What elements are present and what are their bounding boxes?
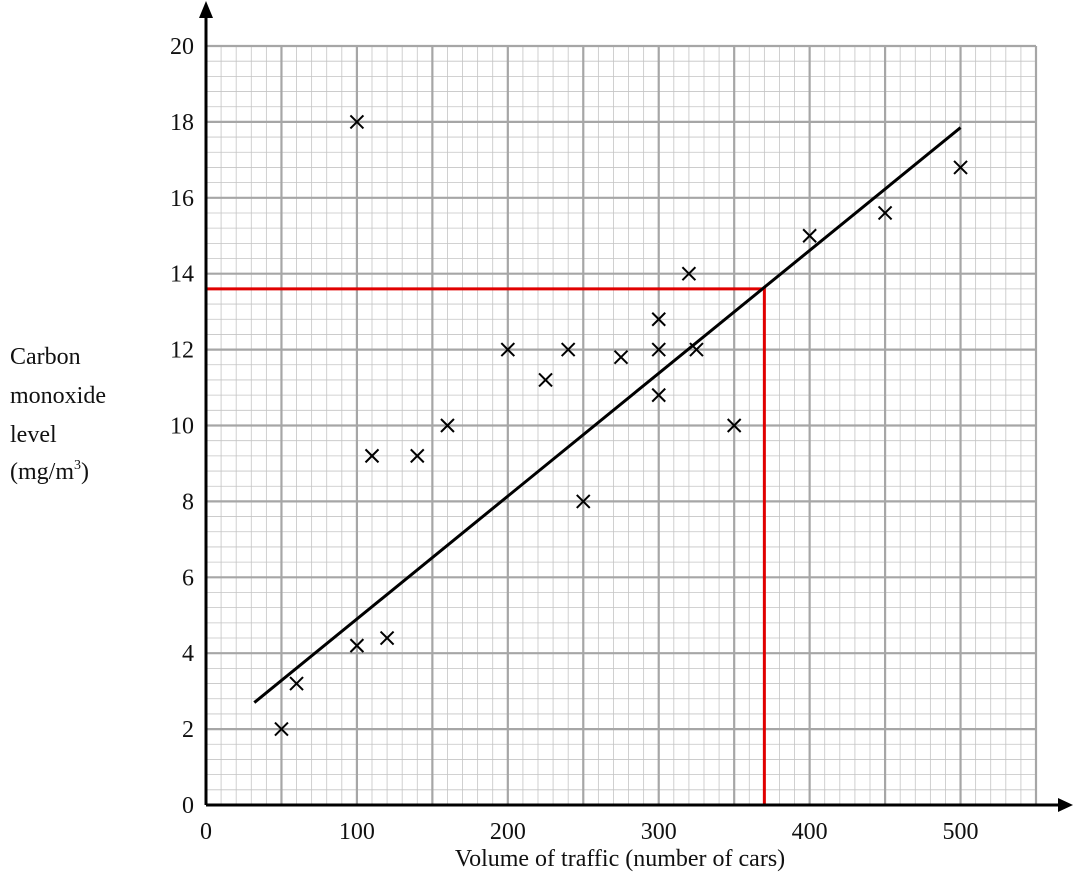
y-axis-unit-sup: 3 (74, 458, 81, 473)
x-axis-arrow-icon (1058, 798, 1073, 812)
data-point-stroke (560, 342, 576, 357)
y-tick-label: 4 (182, 641, 194, 667)
data-point (349, 114, 365, 130)
data-point (349, 638, 365, 653)
data-point-stroke (538, 372, 553, 388)
data-point-stroke (689, 342, 704, 357)
data-point (613, 349, 629, 365)
y-axis-title-line-2: monoxide (10, 383, 106, 409)
data-point (726, 418, 742, 433)
x-tick-label: 500 (943, 819, 979, 845)
data-point-stroke (651, 312, 666, 327)
data-points (274, 114, 968, 737)
x-tick-label: 200 (490, 819, 526, 845)
data-point-stroke (576, 494, 591, 509)
data-point (440, 418, 455, 433)
y-axis-title-line-1: Carbon (10, 344, 81, 370)
data-point (953, 160, 968, 175)
data-point-stroke (681, 266, 697, 281)
y-tick-label: 10 (170, 414, 194, 440)
y-tick-label: 16 (170, 186, 194, 212)
x-tick-label: 100 (339, 819, 375, 845)
best-fit-line-path (253, 126, 962, 704)
data-point-stroke (440, 418, 455, 433)
data-point-stroke (726, 418, 742, 433)
data-point (576, 494, 591, 509)
y-tick-label: 6 (182, 565, 194, 591)
grid-major-lines (204, 44, 1038, 807)
data-point (538, 372, 553, 388)
data-point (289, 676, 304, 691)
data-point (802, 228, 817, 243)
data-point-stroke (613, 349, 629, 365)
y-axis-unit-base: (mg/m (10, 459, 74, 485)
y-axis-unit-close: ) (81, 459, 89, 485)
data-point (500, 342, 516, 357)
y-tick-label: 8 (182, 489, 194, 515)
axes (199, 1, 1073, 812)
data-point-stroke (379, 630, 395, 646)
data-point (364, 448, 380, 464)
y-tick-label: 14 (170, 262, 194, 288)
y-tick-label: 0 (182, 793, 194, 819)
data-point (410, 448, 425, 464)
y-axis-title-line-4: (mg/m3) (10, 458, 89, 485)
data-point (379, 630, 395, 646)
x-axis-title: Volume of traffic (number of cars) (455, 846, 785, 872)
y-axis-title: Carbon monoxide level (mg/m3) (10, 344, 106, 485)
data-point-stroke (289, 676, 304, 691)
data-point-stroke (274, 721, 289, 737)
best-fit-line (253, 126, 962, 704)
y-axis-arrow-icon (199, 1, 213, 18)
data-point-stroke (651, 342, 666, 357)
y-tick-label: 20 (170, 34, 194, 60)
tick-labels: 0 100 200 300 400 500 0 2 4 6 8 10 12 14 16 18 20 (170, 34, 979, 845)
y-axis-title-line-3: level (10, 422, 57, 448)
y-tick-label: 12 (170, 338, 194, 364)
data-point (651, 312, 666, 327)
data-point (560, 342, 576, 357)
data-point (274, 721, 289, 737)
data-point-stroke (877, 205, 893, 221)
data-point-stroke (410, 448, 425, 464)
y-tick-label: 2 (182, 717, 194, 743)
data-point-stroke (364, 448, 380, 464)
data-point (651, 342, 666, 357)
data-point (877, 205, 893, 221)
x-tick-label: 300 (641, 819, 677, 845)
y-tick-label: 18 (170, 110, 194, 136)
data-point-stroke (500, 342, 516, 357)
data-point-stroke (802, 228, 817, 243)
x-tick-label: 0 (200, 819, 212, 845)
data-point (651, 387, 666, 403)
data-point-stroke (349, 638, 365, 653)
x-tick-label: 400 (792, 819, 828, 845)
data-point-stroke (651, 387, 666, 403)
data-point-stroke (953, 160, 968, 175)
data-point (681, 266, 697, 281)
data-point (689, 342, 704, 357)
data-point-stroke (349, 114, 365, 130)
